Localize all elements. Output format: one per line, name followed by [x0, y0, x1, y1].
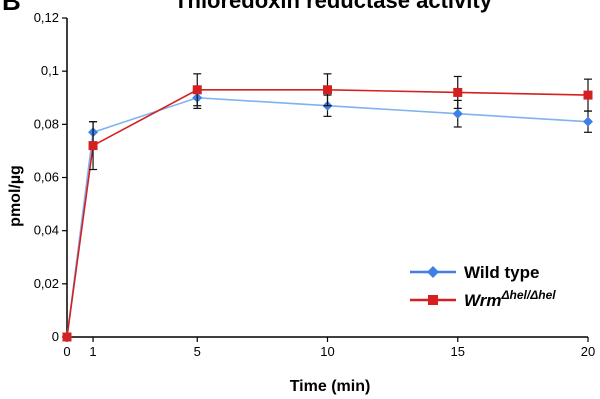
data-point-wild-type: [583, 116, 593, 127]
data-point-wrm: [192, 85, 202, 95]
legend-label-wrm-sup: Δhel/Δhel: [500, 288, 556, 302]
legend-label-wrm-main: Wrm: [464, 291, 501, 310]
y-tick-label: 0,04: [34, 223, 59, 238]
y-tick-label: 0,06: [34, 170, 59, 185]
legend-marker-wild-type: [427, 266, 439, 278]
legend: Wild type WrmΔhel/Δhel: [410, 263, 556, 310]
legend-label-wrm: WrmΔhel/Δhel: [464, 288, 556, 310]
y-tick-label: 0,1: [41, 63, 59, 78]
chart-title: Thioredoxin reductase activity: [174, 0, 493, 13]
legend-label-wild-type: Wild type: [464, 263, 539, 282]
series-wrm: [62, 73, 593, 342]
y-axis-label: pmol/µg: [7, 165, 24, 227]
y-tick-label: 0,02: [34, 276, 59, 291]
x-axis-label: Time (min): [290, 378, 371, 395]
x-tick-label: 0: [63, 344, 70, 359]
x-tick-label: 20: [581, 344, 595, 359]
legend-marker-wrm: [428, 295, 438, 305]
x-tick-label: 15: [451, 344, 465, 359]
y-tick-label: 0,08: [34, 116, 59, 131]
x-tick-label: 5: [194, 344, 201, 359]
x-ticks: 0 1 5 10 15 20: [63, 337, 595, 359]
y-tick-label: 0,12: [34, 10, 59, 25]
data-point-wrm: [88, 141, 98, 151]
data-point-wrm: [583, 90, 593, 100]
data-point-wrm: [323, 85, 332, 95]
series-line-wild-type: [66, 96, 589, 338]
y-tick-label: 0: [52, 329, 59, 344]
data-point-wrm: [453, 87, 463, 97]
data-point-wild-type: [452, 108, 463, 119]
x-tick-label: 10: [320, 344, 334, 359]
data-point-wrm: [62, 332, 72, 342]
panel-letter: B: [2, 0, 21, 16]
series-line-wrm: [66, 88, 589, 338]
y-ticks: 0 0,02 0,04 0,06 0,08 0,1 0,12: [34, 10, 67, 344]
x-tick-label: 1: [89, 344, 96, 359]
series-group: [62, 73, 593, 342]
series-wild-type: [62, 86, 593, 342]
